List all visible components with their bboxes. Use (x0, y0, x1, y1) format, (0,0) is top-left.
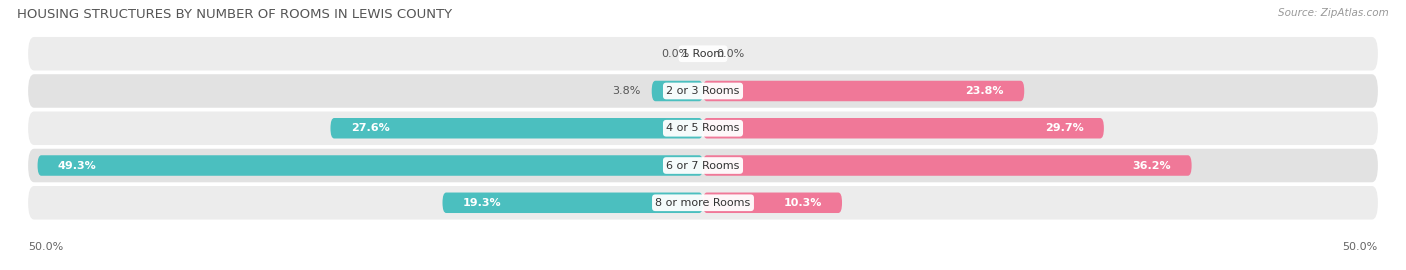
Text: Source: ZipAtlas.com: Source: ZipAtlas.com (1278, 8, 1389, 18)
FancyBboxPatch shape (703, 118, 1104, 139)
Text: 6 or 7 Rooms: 6 or 7 Rooms (666, 160, 740, 171)
Text: 27.6%: 27.6% (350, 123, 389, 133)
Text: 29.7%: 29.7% (1045, 123, 1084, 133)
Text: HOUSING STRUCTURES BY NUMBER OF ROOMS IN LEWIS COUNTY: HOUSING STRUCTURES BY NUMBER OF ROOMS IN… (17, 8, 451, 21)
Text: 3.8%: 3.8% (613, 86, 641, 96)
FancyBboxPatch shape (703, 81, 1024, 101)
FancyBboxPatch shape (652, 81, 703, 101)
Text: 50.0%: 50.0% (1343, 242, 1378, 252)
Text: 2 or 3 Rooms: 2 or 3 Rooms (666, 86, 740, 96)
Text: 50.0%: 50.0% (28, 242, 63, 252)
FancyBboxPatch shape (28, 74, 1378, 108)
FancyBboxPatch shape (28, 186, 1378, 220)
Text: 4 or 5 Rooms: 4 or 5 Rooms (666, 123, 740, 133)
FancyBboxPatch shape (703, 193, 842, 213)
FancyBboxPatch shape (28, 149, 1378, 182)
Text: 1 Room: 1 Room (682, 49, 724, 59)
FancyBboxPatch shape (443, 193, 703, 213)
FancyBboxPatch shape (330, 118, 703, 139)
Text: 19.3%: 19.3% (463, 198, 502, 208)
FancyBboxPatch shape (28, 37, 1378, 70)
Text: 49.3%: 49.3% (58, 160, 97, 171)
FancyBboxPatch shape (38, 155, 703, 176)
Text: 8 or more Rooms: 8 or more Rooms (655, 198, 751, 208)
Text: 36.2%: 36.2% (1133, 160, 1171, 171)
FancyBboxPatch shape (28, 112, 1378, 145)
Text: 23.8%: 23.8% (966, 86, 1004, 96)
FancyBboxPatch shape (703, 155, 1192, 176)
Text: 0.0%: 0.0% (717, 49, 745, 59)
Text: 0.0%: 0.0% (661, 49, 689, 59)
Text: 10.3%: 10.3% (783, 198, 821, 208)
